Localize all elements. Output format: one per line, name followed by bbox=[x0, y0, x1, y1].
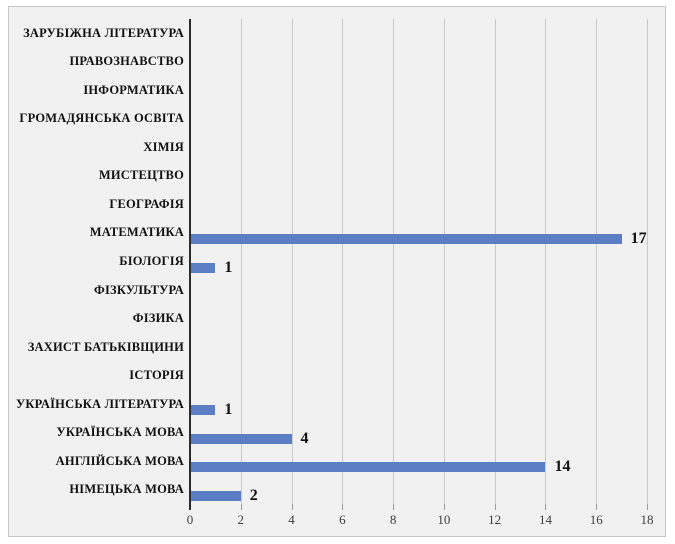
category-label: НІМЕЦЬКА МОВА bbox=[69, 482, 184, 497]
bar-value-label: 4 bbox=[300, 429, 309, 447]
bar-value-label: 1 bbox=[224, 401, 233, 419]
bar bbox=[191, 262, 216, 273]
category-label: ІНФОРМАТИКА bbox=[83, 82, 184, 97]
category-label: ГЕОГРАФІЯ bbox=[109, 196, 184, 211]
category-label: ЗАРУБІЖНА ЛІТЕРАТУРА bbox=[23, 25, 184, 40]
x-axis-tick-label: 6 bbox=[339, 512, 346, 527]
gridline bbox=[545, 19, 547, 504]
plot-area: 17 1 1 4 14 2 bbox=[189, 19, 648, 510]
bar bbox=[191, 234, 622, 245]
bar-value-label: 14 bbox=[554, 458, 571, 476]
axis-tick bbox=[494, 504, 496, 510]
category-label: ЗАХИСТ БАТЬКІВЩИНИ bbox=[27, 339, 184, 354]
x-axis-tick-label: 0 bbox=[186, 512, 194, 527]
x-axis-tick-label: 4 bbox=[288, 512, 295, 527]
x-axis-tick-label: 12 bbox=[488, 512, 502, 527]
category-label: МАТЕМАТИКА bbox=[89, 225, 184, 240]
axis-tick bbox=[545, 504, 547, 510]
category-label: УКРАЇНСЬКА МОВА bbox=[56, 425, 184, 440]
axis-tick bbox=[596, 504, 598, 510]
gridline bbox=[494, 19, 496, 504]
gridline bbox=[647, 19, 648, 504]
category-label: ФІЗИКА bbox=[132, 311, 184, 326]
bar bbox=[191, 405, 216, 416]
axis-line bbox=[189, 19, 191, 510]
axis-tick bbox=[443, 504, 445, 510]
category-label: ПРАВОЗНАВСТВО bbox=[69, 54, 184, 69]
gridline bbox=[240, 19, 242, 504]
gridline bbox=[291, 19, 293, 504]
bar-value-label: 2 bbox=[249, 487, 258, 504]
x-axis-tick-label: 2 bbox=[237, 512, 245, 527]
bar bbox=[191, 433, 292, 444]
gridline bbox=[596, 19, 598, 504]
x-axis-tick-label: 16 bbox=[589, 512, 603, 527]
gridline bbox=[393, 19, 395, 504]
category-label: ІСТОРІЯ bbox=[129, 368, 184, 383]
bar bbox=[191, 462, 546, 473]
gridline bbox=[443, 19, 445, 504]
category-label: МИСТЕЦТВО bbox=[98, 168, 184, 183]
x-axis-tick-label: 8 bbox=[389, 512, 397, 527]
axis-tick bbox=[647, 504, 648, 510]
gridline bbox=[342, 19, 344, 504]
bar-value-label: 17 bbox=[630, 230, 647, 248]
category-label: АНГЛІЙСЬКА МОВА bbox=[55, 453, 184, 468]
x-axis-tick-label: 10 bbox=[437, 512, 451, 527]
category-label: ГРОМАДЯНСЬКА ОСВІТА bbox=[19, 111, 184, 126]
axis-tick bbox=[393, 504, 395, 510]
axis-tick bbox=[240, 504, 242, 510]
bar-chart: ЗАРУБІЖНА ЛІТЕРАТУРА ПРАВОЗНАВСТВО ІНФОРМА… bbox=[8, 6, 666, 537]
category-label: УКРАЇНСЬКА ЛІТЕРАТУРА bbox=[16, 396, 184, 411]
axis-tick bbox=[342, 504, 344, 510]
bar-value-label: 1 bbox=[224, 258, 233, 276]
axis-tick bbox=[291, 504, 293, 510]
category-label: ФІЗКУЛЬТУРА bbox=[94, 282, 184, 297]
category-label: БІОЛОГІЯ bbox=[119, 253, 184, 268]
x-axis-tick-label: 14 bbox=[538, 512, 552, 527]
category-label: ХІМІЯ bbox=[143, 139, 184, 154]
bar bbox=[191, 491, 241, 501]
chart-inner: ЗАРУБІЖНА ЛІТЕРАТУРА ПРАВОЗНАВСТВО ІНФОРМА… bbox=[9, 7, 665, 536]
x-axis-tick-label: 18 bbox=[640, 512, 654, 527]
